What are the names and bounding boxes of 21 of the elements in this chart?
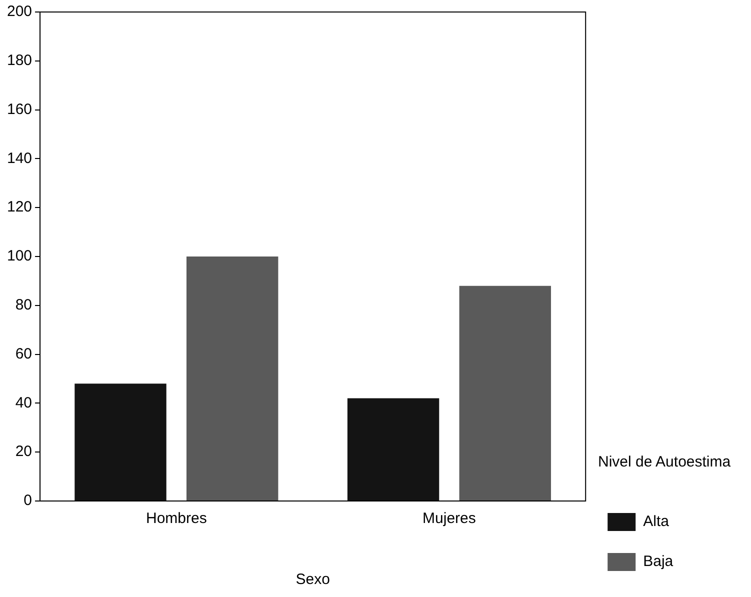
y-tick-label: 180 — [6, 52, 32, 70]
y-tick-label: 0 — [24, 492, 32, 510]
bar — [347, 398, 440, 500]
y-tick-label: 120 — [6, 198, 32, 216]
y-tick-label: 160 — [6, 100, 32, 118]
legend-label: Baja — [643, 553, 674, 570]
legend-title: Nivel de Autoestima — [598, 454, 732, 471]
bar — [186, 256, 278, 500]
bar — [459, 286, 551, 500]
y-tick-label: 80 — [15, 296, 32, 314]
y-tick-label: 40 — [15, 394, 32, 412]
y-tick-label: 20 — [15, 443, 32, 460]
y-tick-label: 140 — [6, 150, 32, 167]
bar — [74, 384, 166, 500]
x-axis-title: Sexo — [296, 571, 330, 588]
y-tick-label: 100 — [6, 248, 32, 265]
legend-label: Alta — [643, 513, 670, 530]
x-tick-label: Mujeres — [422, 510, 476, 528]
y-tick-label: 60 — [15, 345, 32, 362]
x-tick-label: Hombres — [146, 510, 207, 528]
y-tick-label: 200 — [6, 3, 32, 20]
